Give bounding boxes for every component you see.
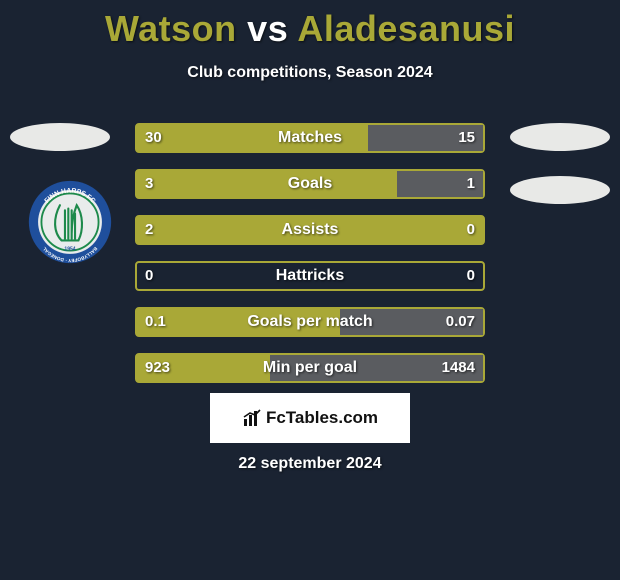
stat-bar-track: [135, 215, 485, 245]
stat-row: Assists20: [0, 207, 620, 253]
source-brand: FcTables.com: [266, 408, 378, 428]
stat-bar-track: [135, 169, 485, 199]
source-badge: FcTables.com: [210, 393, 410, 443]
stat-bar-track: [135, 353, 485, 383]
title-player-right: Aladesanusi: [297, 8, 515, 49]
stat-bar-left: [137, 125, 368, 151]
page: Watson vs Aladesanusi Club competitions,…: [0, 0, 620, 580]
stat-bar-right: [397, 171, 484, 197]
subtitle: Club competitions, Season 2024: [0, 64, 620, 82]
stat-bar-left: [137, 171, 397, 197]
stat-bar-left: [137, 217, 483, 243]
stat-bar-left: [137, 309, 340, 335]
title-vs: vs: [247, 8, 288, 49]
page-title: Watson vs Aladesanusi: [0, 0, 620, 50]
stat-bar-track: [135, 307, 485, 337]
stat-bar-right: [270, 355, 483, 381]
stat-bar-track: [135, 123, 485, 153]
stat-bar-right: [368, 125, 483, 151]
title-player-left: Watson: [105, 8, 237, 49]
stat-row: Min per goal9231484: [0, 345, 620, 391]
stat-row: Goals per match0.10.07: [0, 299, 620, 345]
stat-bar-left: [137, 355, 270, 381]
stat-row: Hattricks00: [0, 253, 620, 299]
chart-icon: [242, 408, 262, 428]
stat-row: Goals31: [0, 161, 620, 207]
comparison-rows: Matches3015Goals31Assists20Hattricks00Go…: [0, 115, 620, 391]
stat-row: Matches3015: [0, 115, 620, 161]
footer-date: 22 september 2024: [0, 455, 620, 473]
stat-bar-track: [135, 261, 485, 291]
stat-bar-right: [340, 309, 483, 335]
